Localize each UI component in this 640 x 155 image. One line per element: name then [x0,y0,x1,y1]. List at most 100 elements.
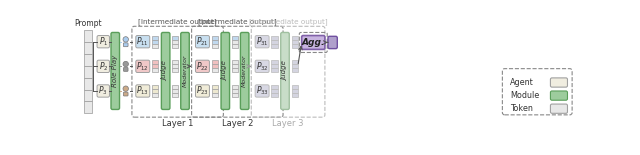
Text: Agent: Agent [510,78,534,87]
Text: $P_1$: $P_1$ [99,35,108,48]
FancyBboxPatch shape [152,44,158,48]
FancyBboxPatch shape [255,60,269,73]
Text: $P_{21}$: $P_{21}$ [196,35,209,48]
FancyBboxPatch shape [232,68,238,73]
FancyBboxPatch shape [241,32,249,109]
Text: Judge: Judge [163,61,168,81]
Text: [Intermediate output]: [Intermediate output] [249,18,328,25]
FancyBboxPatch shape [172,44,179,48]
Text: $P_3$: $P_3$ [99,85,108,97]
FancyBboxPatch shape [212,35,218,40]
FancyBboxPatch shape [232,89,238,93]
FancyBboxPatch shape [84,78,92,90]
FancyBboxPatch shape [271,93,278,97]
FancyBboxPatch shape [152,64,158,68]
FancyBboxPatch shape [172,68,179,73]
FancyBboxPatch shape [152,68,158,73]
Text: $P_{33}$: $P_{33}$ [255,85,269,97]
FancyBboxPatch shape [172,93,179,97]
FancyBboxPatch shape [212,89,218,93]
FancyBboxPatch shape [212,40,218,44]
FancyBboxPatch shape [232,85,238,89]
FancyBboxPatch shape [550,91,568,100]
Text: $P_{13}$: $P_{13}$ [136,85,149,97]
Text: [Intermediate output]: [Intermediate output] [138,18,217,25]
FancyBboxPatch shape [292,60,298,64]
FancyBboxPatch shape [292,68,298,73]
Text: Layer 2: Layer 2 [221,119,253,128]
FancyBboxPatch shape [232,93,238,97]
FancyBboxPatch shape [232,44,238,48]
FancyBboxPatch shape [152,89,158,93]
FancyBboxPatch shape [195,35,209,48]
Text: $P_{11}$: $P_{11}$ [136,35,149,48]
Text: $P_{22}$: $P_{22}$ [196,60,209,73]
Text: $P_{31}$: $P_{31}$ [256,35,269,48]
FancyBboxPatch shape [97,60,109,73]
Text: $P_{23}$: $P_{23}$ [196,85,209,97]
FancyBboxPatch shape [84,66,92,78]
Text: $P_2$: $P_2$ [99,60,108,73]
FancyBboxPatch shape [195,60,209,73]
FancyBboxPatch shape [195,85,209,97]
FancyBboxPatch shape [84,101,92,113]
FancyBboxPatch shape [292,35,298,40]
Circle shape [123,37,129,42]
Text: Layer 3: Layer 3 [273,119,304,128]
FancyBboxPatch shape [152,35,158,40]
FancyBboxPatch shape [97,35,109,48]
FancyBboxPatch shape [136,85,150,97]
FancyBboxPatch shape [255,35,269,48]
FancyBboxPatch shape [212,68,218,73]
FancyBboxPatch shape [111,32,120,109]
Text: Moderator: Moderator [182,55,188,87]
FancyBboxPatch shape [172,89,179,93]
FancyBboxPatch shape [212,64,218,68]
FancyBboxPatch shape [124,67,128,71]
FancyBboxPatch shape [255,85,269,97]
FancyBboxPatch shape [232,64,238,68]
FancyBboxPatch shape [328,36,337,49]
FancyBboxPatch shape [84,30,92,42]
Text: Judge: Judge [282,61,288,81]
FancyBboxPatch shape [172,85,179,89]
FancyBboxPatch shape [271,89,278,93]
Text: $P_{12}$: $P_{12}$ [136,60,149,73]
FancyBboxPatch shape [84,90,92,101]
Text: Judge: Judge [222,61,228,81]
FancyBboxPatch shape [292,93,298,97]
FancyBboxPatch shape [161,32,170,109]
FancyBboxPatch shape [172,35,179,40]
FancyBboxPatch shape [232,40,238,44]
FancyBboxPatch shape [271,85,278,89]
FancyBboxPatch shape [232,35,238,40]
FancyBboxPatch shape [550,104,568,113]
FancyBboxPatch shape [221,32,230,109]
FancyBboxPatch shape [292,40,298,44]
FancyBboxPatch shape [180,32,189,109]
FancyBboxPatch shape [172,40,179,44]
FancyBboxPatch shape [152,93,158,97]
FancyBboxPatch shape [84,54,92,66]
FancyBboxPatch shape [301,35,325,49]
FancyBboxPatch shape [124,43,128,47]
FancyBboxPatch shape [97,85,109,97]
FancyBboxPatch shape [271,68,278,73]
FancyBboxPatch shape [271,64,278,68]
FancyBboxPatch shape [152,40,158,44]
FancyBboxPatch shape [271,35,278,40]
FancyBboxPatch shape [152,60,158,64]
FancyBboxPatch shape [124,92,128,96]
FancyBboxPatch shape [212,44,218,48]
Text: Moderator: Moderator [242,55,247,87]
Text: Prompt: Prompt [74,19,102,28]
FancyBboxPatch shape [271,40,278,44]
FancyBboxPatch shape [550,78,568,87]
Text: Agg.: Agg. [301,38,325,47]
FancyBboxPatch shape [172,60,179,64]
Circle shape [123,86,129,91]
Text: Role Play: Role Play [112,55,118,87]
FancyBboxPatch shape [232,60,238,64]
FancyBboxPatch shape [152,85,158,89]
FancyBboxPatch shape [281,32,289,109]
